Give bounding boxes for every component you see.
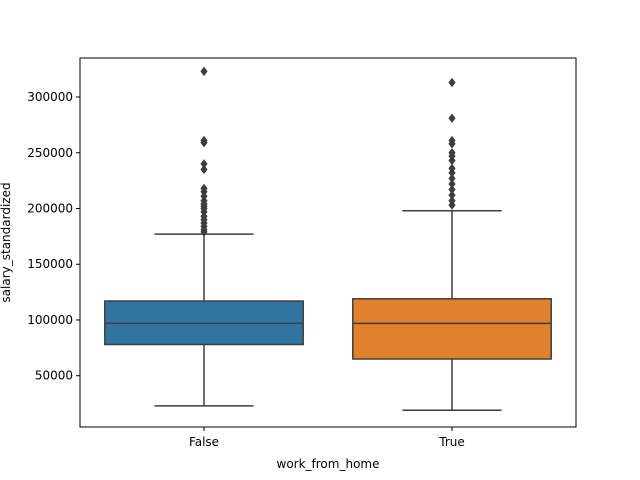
- outlier-point: [448, 190, 456, 200]
- y-tick-label: 300000: [27, 90, 73, 104]
- x-axis-label: work_from_home: [277, 457, 380, 471]
- y-tick-label: 200000: [27, 201, 73, 215]
- outlier-point: [448, 173, 456, 184]
- outlier-point: [448, 195, 456, 206]
- outlier-point: [200, 183, 208, 194]
- outlier-point: [200, 164, 208, 175]
- outlier-point: [448, 184, 456, 195]
- x-tick-label: False: [189, 435, 219, 449]
- y-axis-ticks: 50000 100000 150000 200000 250000 300000: [27, 90, 80, 383]
- outlier-point: [200, 135, 208, 146]
- plot-frame: [79, 57, 577, 428]
- x-tick-label: True: [438, 435, 465, 449]
- x-axis-ticks: False True: [189, 427, 465, 449]
- outlier-point: [448, 77, 456, 88]
- y-tick-label: 100000: [27, 313, 73, 327]
- outlier-point: [200, 159, 208, 169]
- outlier-point: [448, 179, 456, 189]
- outlier-point: [448, 148, 456, 158]
- outlier-point: [448, 163, 456, 174]
- boxes: [104, 66, 552, 412]
- box-false: [104, 66, 304, 407]
- box-true: [352, 77, 552, 412]
- outlier-point: [448, 135, 456, 146]
- y-axis-label: salary_standardized: [0, 182, 13, 302]
- outlier-point: [200, 66, 208, 77]
- outlier-point: [448, 113, 456, 123]
- y-tick-label: 150000: [27, 257, 73, 271]
- y-tick-label: 50000: [35, 369, 73, 383]
- y-tick-label: 250000: [27, 146, 73, 160]
- iqr-box: [352, 298, 552, 360]
